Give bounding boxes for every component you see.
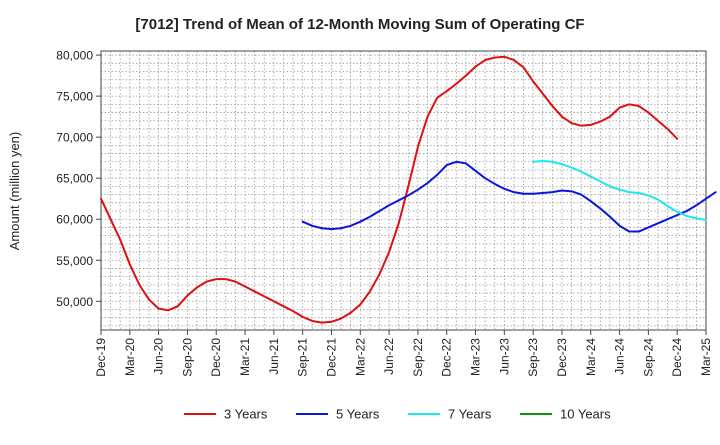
x-tick-label: Dec-19 [94,338,108,377]
x-tick-label: Mar-23 [469,338,483,376]
legend-label: 10 Years [560,407,611,422]
y-axis-label: Amount (million yen) [7,132,22,251]
x-tick-label: Jun-20 [152,338,166,375]
y-tick-label: 70,000 [56,131,93,145]
x-tick-label: Sep-22 [411,338,425,377]
y-tick-label: 65,000 [56,172,93,186]
x-tick-label: Dec-21 [324,338,338,377]
x-tick-label: Mar-25 [699,338,713,376]
x-tick-label: Sep-21 [296,338,310,377]
y-tick-label: 60,000 [56,213,93,227]
y-tick-label: 75,000 [56,90,93,104]
legend-label: 7 Years [448,407,492,422]
x-tick-label: Jun-22 [382,338,396,375]
legend-label: 3 Years [224,407,268,422]
chart-title: [7012] Trend of Mean of 12-Month Moving … [135,16,584,33]
x-tick-label: Dec-20 [209,338,223,377]
x-tick-label: Mar-20 [123,338,137,376]
plot-frame [100,50,707,331]
x-tick-label: Dec-22 [440,338,454,377]
x-tick-label: Sep-23 [526,338,540,377]
y-tick-label: 50,000 [56,295,93,309]
series-line-5-years [301,160,717,233]
x-tick-label: Mar-22 [353,338,367,376]
legend-label: 5 Years [336,407,380,422]
series-line-7-years [532,159,707,222]
y-tick-label: 55,000 [56,254,93,268]
x-tick-label: Dec-23 [555,338,569,377]
legend: 3 Years 5 Years 7 Years 10 Years [184,407,611,422]
x-tick-label: Sep-24 [641,338,655,377]
x-tick-label: Jun-23 [497,338,511,375]
x-tick-label: Mar-21 [238,338,252,376]
plot-area: 50,000 55,000 60,000 65,000 70,000 75,000 80,0… [56,49,717,377]
x-tick-label: Sep-20 [180,338,194,377]
x-tick-label: Jun-24 [613,338,627,375]
y-tick-label: 80,000 [56,49,93,63]
x-tick-label: Jun-21 [267,338,281,375]
series-line-3-years [100,55,679,324]
x-tick-label: Dec-24 [670,338,684,377]
x-tick-label: Mar-24 [584,338,598,376]
